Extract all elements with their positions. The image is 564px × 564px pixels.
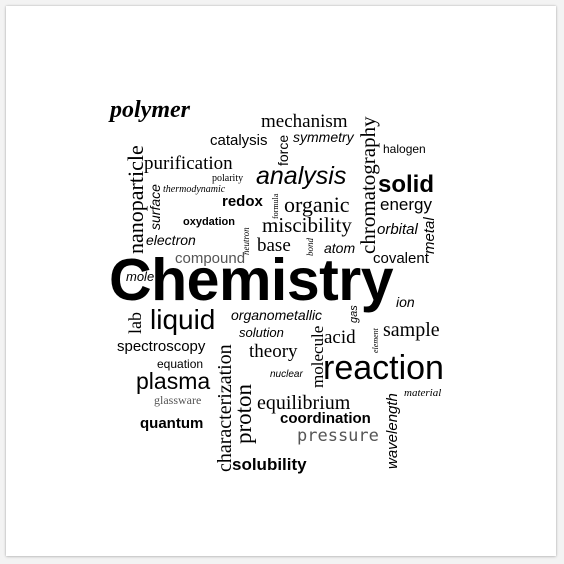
word-theory: theory <box>249 341 298 362</box>
word-electron: electron <box>146 232 196 248</box>
word-orbital: orbital <box>377 221 418 238</box>
word-symmetry: symmetry <box>293 129 354 145</box>
word-equilibrium: equilibrium <box>257 392 351 414</box>
word-compound: compound <box>175 250 246 267</box>
word-purification: purification <box>144 153 233 174</box>
word-mechanism: mechanism <box>261 111 348 132</box>
word-pressure: pressure <box>297 426 379 446</box>
word-redox: redox <box>222 193 263 210</box>
word-covalent: covalent <box>373 250 429 267</box>
word-lab: lab <box>125 312 145 334</box>
word-atom: atom <box>324 240 356 256</box>
word-equation: equation <box>157 357 204 371</box>
word-organic: organic <box>284 192 350 217</box>
word-base: base <box>257 235 291 256</box>
word-organometallic: organometallic <box>231 307 323 323</box>
word-solubility: solubility <box>232 455 307 474</box>
word-solid: solid <box>378 171 435 198</box>
word-mole: mole <box>126 269 155 284</box>
word-material: material <box>404 387 442 399</box>
word-analysis: analysis <box>256 162 347 190</box>
word-solution: solution <box>239 325 284 340</box>
word-chromatography: chromatography <box>356 116 380 254</box>
word-liquid: liquid <box>150 304 216 335</box>
word-polarity: polarity <box>212 173 244 184</box>
word-energy: energy <box>380 195 432 214</box>
word-nuclear: nuclear <box>270 369 303 380</box>
word-reaction: reaction <box>323 349 444 387</box>
word-proton: proton <box>231 383 256 444</box>
word-quantum: quantum <box>140 415 204 432</box>
title-chemistry: Chemistry <box>109 247 394 313</box>
word-acid: acid <box>324 327 356 348</box>
word-gas: gas <box>348 305 360 323</box>
word-catalysis: catalysis <box>210 132 268 149</box>
word-halogen: halogen <box>383 142 426 156</box>
word-ion: ion <box>396 294 415 310</box>
word-thermodynamic: thermodynamic <box>163 184 226 195</box>
word-polymer: polymer <box>110 97 190 123</box>
word-glassware: glassware <box>154 393 202 407</box>
word-plasma: plasma <box>136 368 211 394</box>
word-wavelength: wavelength <box>384 393 401 469</box>
word-surface: surface <box>147 184 163 230</box>
word-coordination: coordination <box>280 410 371 427</box>
word-miscibility: miscibility <box>262 213 352 237</box>
word-oxydation: oxydation <box>183 216 235 228</box>
poster-frame: polymer mechanism chromatography catalys… <box>6 6 556 556</box>
word-metal: metal <box>421 217 438 254</box>
word-spectroscopy: spectroscopy <box>117 338 206 355</box>
word-sample: sample <box>383 319 440 341</box>
